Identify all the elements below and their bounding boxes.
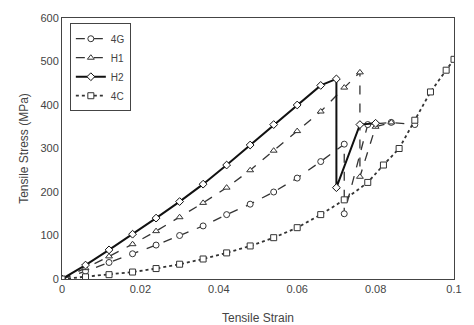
svg-text:100: 100 xyxy=(40,229,58,241)
svg-text:400: 400 xyxy=(40,99,58,111)
svg-text:4C: 4C xyxy=(111,91,124,102)
svg-text:4G: 4G xyxy=(111,34,125,45)
svg-text:Tensile Strain: Tensile Strain xyxy=(222,311,294,325)
svg-text:300: 300 xyxy=(40,142,58,154)
svg-text:H2: H2 xyxy=(111,72,124,83)
svg-text:0.08: 0.08 xyxy=(365,283,386,295)
svg-text:600: 600 xyxy=(40,12,58,24)
svg-text:0.04: 0.04 xyxy=(208,283,229,295)
svg-text:0.06: 0.06 xyxy=(286,283,307,295)
svg-text:H1: H1 xyxy=(111,53,124,64)
svg-text:0.1: 0.1 xyxy=(446,283,461,295)
svg-text:0: 0 xyxy=(59,283,65,295)
svg-text:200: 200 xyxy=(40,186,58,198)
svg-text:Tensile Stress (MPa): Tensile Stress (MPa) xyxy=(17,93,31,204)
svg-text:0.02: 0.02 xyxy=(130,283,151,295)
svg-text:500: 500 xyxy=(40,55,58,67)
svg-text:0: 0 xyxy=(53,273,59,285)
